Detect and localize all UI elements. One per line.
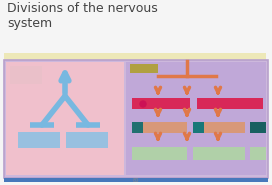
Bar [132, 122, 143, 133]
Bar [126, 62, 266, 175]
Bar [10, 66, 42, 84]
Bar [130, 64, 158, 73]
Bar [250, 147, 266, 160]
Bar [132, 147, 187, 160]
Bar [193, 122, 204, 133]
Bar [4, 53, 266, 61]
Bar [132, 98, 190, 109]
Bar [197, 98, 263, 109]
Bar [4, 60, 268, 178]
Bar [132, 122, 187, 133]
Circle shape [140, 101, 146, 107]
Bar [193, 147, 245, 160]
Text: Divisions of the nervous
system: Divisions of the nervous system [7, 2, 158, 30]
Bar [66, 132, 108, 148]
Bar [4, 178, 268, 182]
Text: 80: 80 [133, 178, 139, 183]
Bar [250, 122, 266, 133]
Bar [193, 122, 245, 133]
Bar [250, 122, 266, 133]
Bar [18, 132, 60, 148]
Bar [6, 62, 124, 175]
